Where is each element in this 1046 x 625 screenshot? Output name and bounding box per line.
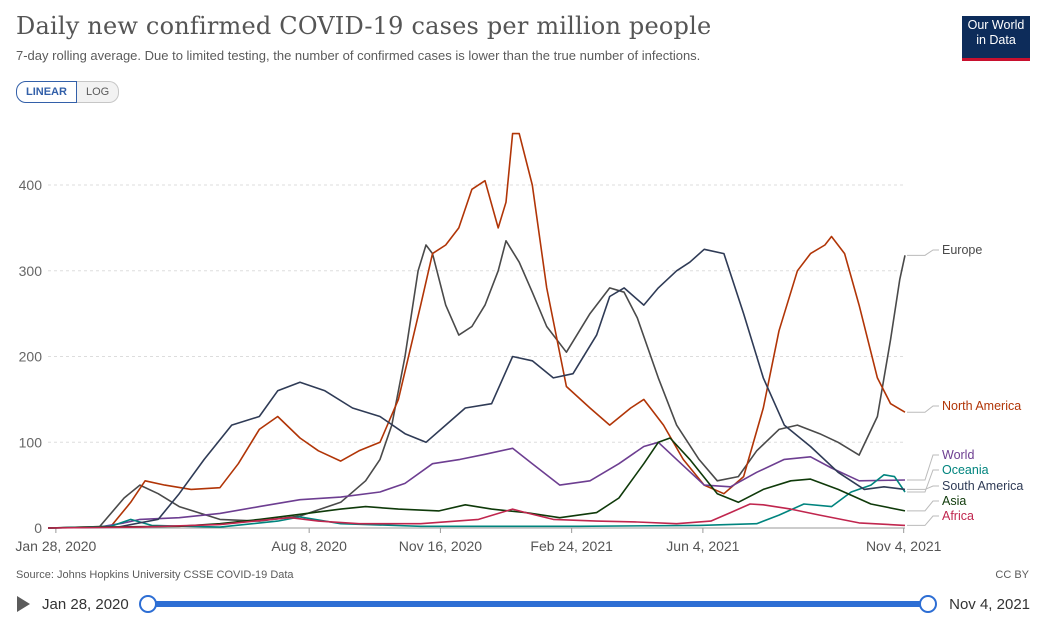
label-connector <box>907 405 939 413</box>
series-label[interactable]: World <box>942 448 974 462</box>
series-lines <box>47 132 906 529</box>
series-line-world[interactable] <box>47 441 906 529</box>
y-tick-label: 200 <box>19 349 43 365</box>
x-axis-ticks: Jan 28, 2020 Aug 8, 2020 Nov 16, 2020 Feb 2… <box>15 528 942 554</box>
play-icon[interactable] <box>17 596 30 612</box>
source-note: Source: Johns Hopkins University CSSE CO… <box>16 569 294 581</box>
y-tick-label: 300 <box>19 263 43 279</box>
label-connector <box>907 454 939 481</box>
x-tick-label: Nov 4, 2021 <box>866 538 942 554</box>
series-label[interactable]: Asia <box>942 494 966 508</box>
timeline-end-handle[interactable] <box>919 595 937 613</box>
logo-line-1: Our World <box>967 18 1025 32</box>
x-tick-label: Aug 8, 2020 <box>271 538 347 554</box>
label-connector <box>907 469 939 493</box>
series-label[interactable]: Europe <box>942 243 982 257</box>
x-tick-label: Jan 28, 2020 <box>15 538 96 554</box>
grid-lines <box>48 184 905 529</box>
series-label[interactable]: South America <box>942 479 1023 493</box>
series-line-africa[interactable] <box>47 503 906 529</box>
series-label[interactable]: Oceania <box>942 463 989 477</box>
label-connector <box>907 249 939 256</box>
label-connector <box>907 485 939 490</box>
series-label[interactable]: North America <box>942 399 1021 413</box>
series-line-north-america[interactable] <box>47 132 906 529</box>
log-scale-button[interactable]: LOG <box>76 81 120 103</box>
logo-line-2: in Data <box>976 33 1016 47</box>
timeline-start-label: Jan 28, 2020 <box>42 596 129 613</box>
scale-toggle: LINEAR LOG <box>16 81 120 103</box>
series-label[interactable]: Africa <box>942 509 974 523</box>
timeline: Jan 28, 2020 Nov 4, 2021 <box>0 590 1046 620</box>
y-tick-label: 100 <box>19 434 43 450</box>
label-connector <box>907 500 939 512</box>
y-tick-label: 400 <box>19 177 43 193</box>
timeline-start-handle[interactable] <box>139 595 157 613</box>
series-line-south-america[interactable] <box>47 248 906 529</box>
y-axis-ticks: 0 100 200 300 400 <box>19 177 43 536</box>
chart-title: Daily new confirmed COVID-19 cases per m… <box>16 12 712 40</box>
owid-logo[interactable]: Our World in Data <box>962 16 1030 61</box>
timeline-track[interactable] <box>147 601 927 607</box>
x-tick-label: Jun 4, 2021 <box>666 538 739 554</box>
linear-scale-button[interactable]: LINEAR <box>16 81 77 103</box>
y-tick-label: 0 <box>34 520 42 536</box>
line-chart: 0 100 200 300 400 Jan 28, 2020 Aug 8, 2020 Nov… <box>15 132 1023 554</box>
chart-subtitle: 7-day rolling average. Due to limited te… <box>16 48 701 63</box>
license-link[interactable]: CC BY <box>995 569 1029 581</box>
label-connector <box>907 515 939 526</box>
timeline-end-label: Nov 4, 2021 <box>949 596 1030 613</box>
x-tick-label: Nov 16, 2020 <box>399 538 482 554</box>
series-line-asia[interactable] <box>47 437 906 529</box>
x-tick-label: Feb 24, 2021 <box>530 538 613 554</box>
